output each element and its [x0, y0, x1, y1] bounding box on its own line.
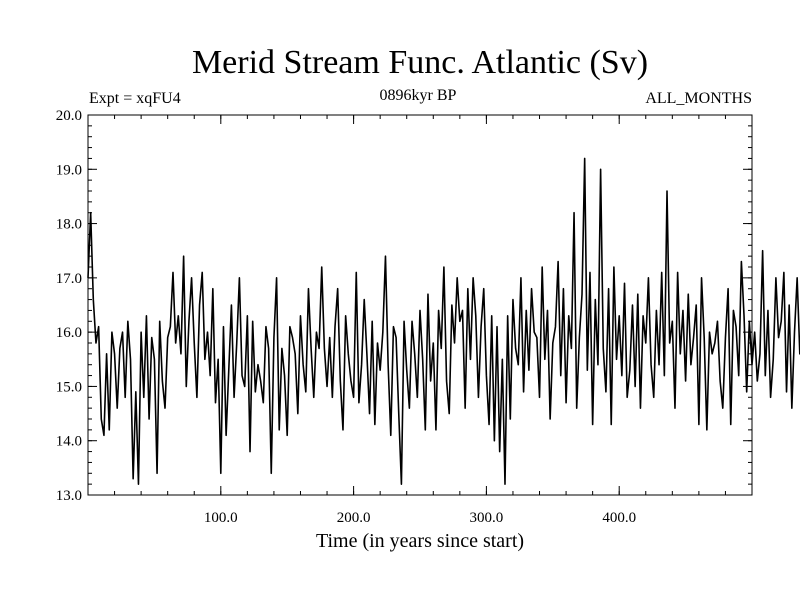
y-tick-label: 16.0	[56, 325, 82, 341]
x-axis-label: Time (in years since start)	[316, 530, 524, 552]
months-label: ALL_MONTHS	[645, 90, 752, 107]
x-tick-label: 300.0	[470, 510, 504, 526]
x-tick-label: 100.0	[204, 510, 238, 526]
series-line	[87, 157, 800, 485]
y-tick-label: 17.0	[56, 271, 82, 287]
y-tick-labels: 13.0 14.0 15.0 16.0 17.0 18.0 19.0 20.0	[56, 108, 82, 504]
y-tick-label: 20.0	[56, 108, 82, 124]
x-tick-label: 400.0	[602, 510, 636, 526]
period-label: 0896kyr BP	[380, 87, 457, 104]
y-tick-label: 15.0	[56, 379, 82, 395]
x-tick-label: 200.0	[337, 510, 371, 526]
y-tick-label: 13.0	[56, 488, 82, 504]
plot-frame	[87, 114, 753, 496]
axis-ticks	[88, 114, 752, 496]
y-tick-label: 19.0	[56, 162, 82, 178]
chart-title: Merid Stream Func. Atlantic (Sv)	[192, 44, 648, 81]
y-tick-label: 18.0	[56, 217, 82, 233]
y-tick-label: 14.0	[56, 434, 82, 450]
experiment-label: Expt = xqFU4	[89, 90, 181, 107]
x-tick-labels: 100.0 200.0 300.0 400.0	[204, 510, 636, 526]
